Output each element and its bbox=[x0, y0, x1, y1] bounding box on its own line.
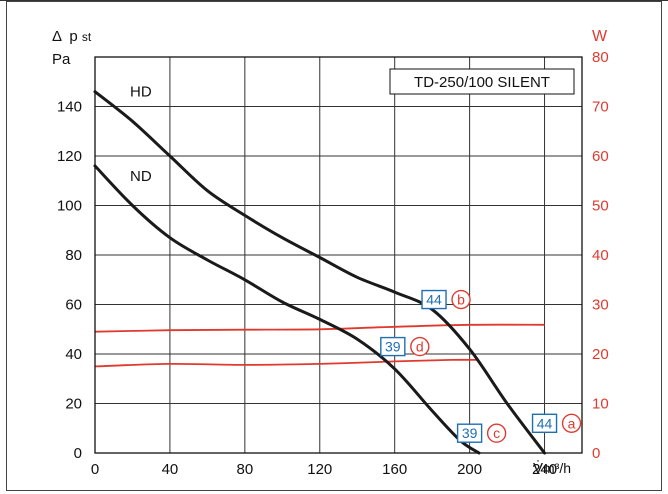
power-curves bbox=[94, 323, 545, 368]
plot-border bbox=[94, 56, 583, 454]
right-axis-title: W bbox=[592, 28, 608, 45]
operating-point-letter: a bbox=[568, 415, 576, 431]
y-left-tick-label: 120 bbox=[57, 148, 82, 165]
noise-badge-frame bbox=[421, 289, 447, 310]
y-left-tick-label: 40 bbox=[65, 346, 82, 363]
y-right-tick-label: 0 bbox=[592, 445, 600, 462]
x-tick-label: 80 bbox=[237, 461, 254, 478]
model-label-frame bbox=[389, 68, 575, 95]
left-axis-title: Δ p st Pa bbox=[52, 28, 92, 68]
y-right-tick-label: 20 bbox=[592, 346, 609, 363]
operating-point-letter: b bbox=[457, 292, 465, 308]
power-curve-1 bbox=[94, 323, 545, 333]
y-left-tick-label: 80 bbox=[65, 247, 82, 264]
operating-point-marker bbox=[486, 423, 507, 443]
y-right-tick-label: 70 bbox=[592, 99, 609, 116]
operating-point-letter: d bbox=[416, 339, 424, 355]
outer-frame bbox=[6, 1, 662, 491]
noise-badge-frame bbox=[456, 423, 483, 443]
noise-badge-frame bbox=[380, 336, 406, 357]
y-left-tick-label: 100 bbox=[57, 198, 82, 215]
tick-labels: 0 40 80 120 160 200 240 0 20 40 60 80 100 120 140 0 10 20… bbox=[57, 49, 609, 478]
y-right-tick-label: 40 bbox=[592, 247, 609, 264]
x-tick-label: 0 bbox=[91, 461, 99, 478]
y-left-tick-label: 20 bbox=[65, 396, 82, 413]
annotation-b: 44 b bbox=[421, 289, 471, 310]
y-left-tick-label: 140 bbox=[57, 99, 82, 116]
pressure-curve-hd bbox=[93, 90, 546, 455]
pressure-curve-nd bbox=[93, 164, 481, 455]
annotations: 44 b 39 d 39 c 44 a bbox=[380, 289, 582, 443]
x-tick-label: 240 bbox=[532, 461, 557, 478]
pressure-curves: HD ND bbox=[93, 84, 546, 455]
noise-badge-value: 44 bbox=[426, 292, 442, 308]
annotation-a: 44 a bbox=[531, 413, 582, 433]
model-label-box: TD-250/100 SILENT bbox=[389, 68, 575, 95]
operating-point-marker bbox=[451, 289, 471, 310]
y-right-tick-label: 80 bbox=[592, 49, 609, 66]
noise-badge-value: 39 bbox=[462, 425, 478, 441]
power-curve-2 bbox=[94, 358, 480, 368]
x-tick-label: 40 bbox=[162, 461, 179, 478]
x-tick-label: 160 bbox=[382, 461, 407, 478]
annotation-c: 39 c bbox=[456, 423, 507, 443]
y-left-tick-label: 60 bbox=[65, 297, 82, 314]
curve-label-hd: HD bbox=[130, 84, 152, 101]
pressure-subscript: st bbox=[82, 30, 92, 44]
plot-area-border bbox=[94, 56, 583, 454]
x-tick-label: 120 bbox=[307, 461, 332, 478]
x-tick-label: 200 bbox=[457, 461, 482, 478]
y-left-tick-label: 0 bbox=[74, 445, 82, 462]
noise-badge-value: 44 bbox=[537, 415, 553, 431]
model-label: TD-250/100 SILENT bbox=[414, 74, 550, 91]
y-right-tick-label: 10 bbox=[592, 396, 609, 413]
curve-label-nd: ND bbox=[130, 168, 152, 185]
delta-symbol: Δ bbox=[52, 28, 62, 45]
y-right-tick-label: 30 bbox=[592, 297, 609, 314]
y-right-tick-label: 60 bbox=[592, 148, 609, 165]
x-axis-title: V̇ m³/h bbox=[533, 460, 571, 477]
flow-unit: m³/h bbox=[543, 460, 571, 476]
left-axis-unit: Pa bbox=[52, 51, 71, 68]
noise-badge-value: 39 bbox=[385, 339, 401, 355]
annotation-d: 39 d bbox=[380, 336, 430, 357]
svg-text:Δ p st: Δ p st bbox=[52, 28, 92, 45]
noise-badge-frame bbox=[531, 413, 558, 433]
operating-point-marker bbox=[410, 336, 430, 357]
operating-point-marker bbox=[561, 413, 582, 433]
flow-symbol: V̇ bbox=[533, 460, 543, 477]
pressure-symbol: p bbox=[69, 28, 77, 45]
grid bbox=[95, 57, 583, 453]
operating-point-letter: c bbox=[493, 425, 500, 441]
y-right-tick-label: 50 bbox=[592, 198, 609, 215]
